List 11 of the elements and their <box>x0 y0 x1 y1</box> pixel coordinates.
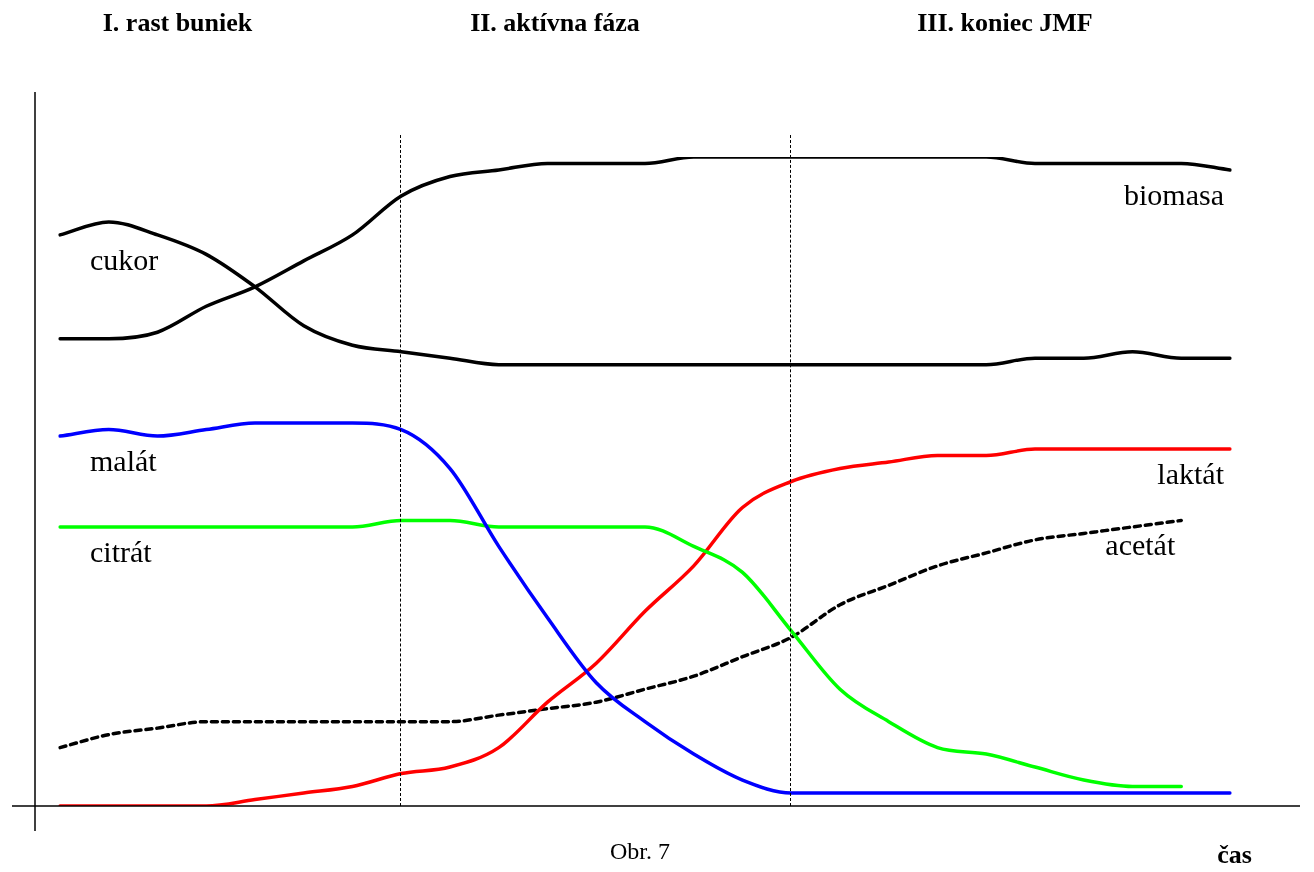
series-label: cukor <box>90 242 159 276</box>
series-label: malát <box>90 443 158 477</box>
text: III. koniec JMF <box>917 8 1093 38</box>
series-label: laktát <box>1157 456 1225 490</box>
series-label: citrát <box>90 534 153 568</box>
x-axis-title: čas <box>1217 840 1252 870</box>
series-label: acetát <box>1105 528 1176 562</box>
text: Obr. 7 <box>610 838 670 865</box>
text: II. aktívna fáza <box>470 8 640 38</box>
text: I. rast buniek <box>102 8 253 38</box>
series-label: biomasa <box>1124 177 1224 211</box>
